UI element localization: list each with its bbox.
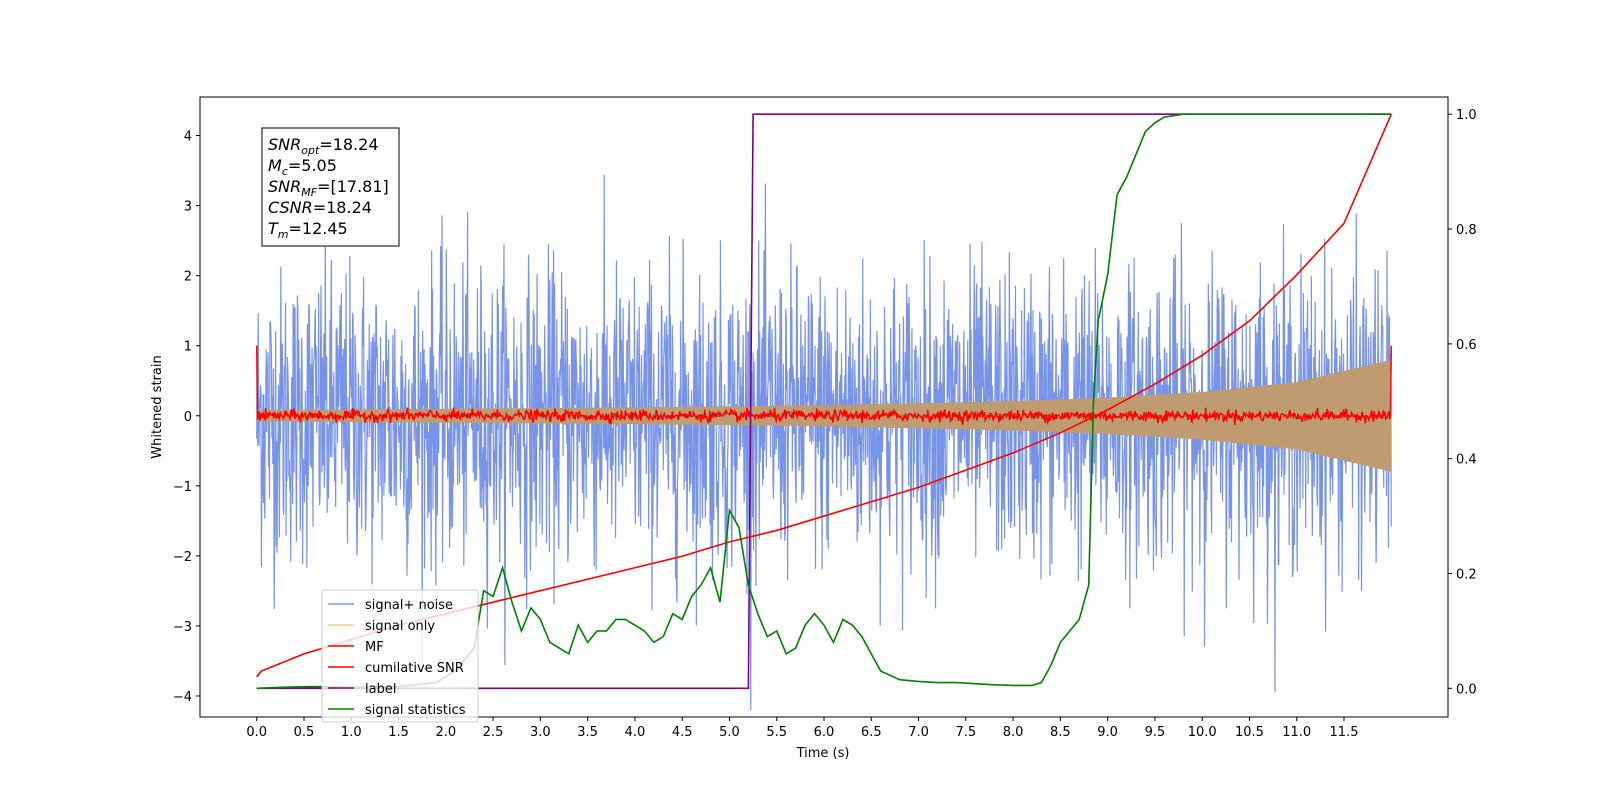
- x-tick-label: 0.5: [294, 725, 315, 740]
- legend-frame: [321, 589, 479, 723]
- info-box: SNRopt=18.24Mc=5.05SNRMF=[17.81]CSNR=18.…: [261, 127, 400, 247]
- x-tick-label: 10.0: [1188, 725, 1217, 740]
- y-axis-right: 0.0 0.2 0.4 0.6 0.8 1.0: [1448, 108, 1477, 697]
- x-tick-label: 5.5: [766, 725, 787, 740]
- x-axis-label: Time (s): [796, 746, 850, 761]
- y-tick-label: 3: [184, 200, 192, 215]
- x-tick-label: 8.0: [1003, 725, 1024, 740]
- y-tick-label: 2: [184, 270, 192, 285]
- x-tick-label: 1.5: [388, 725, 409, 740]
- legend: signal+ noise signal only MF cumilative SNR…: [321, 589, 479, 723]
- legend-label: signal only: [365, 619, 435, 634]
- info-box-line: Mc=5.05: [268, 156, 337, 178]
- y-tick-label: −1: [173, 480, 192, 495]
- info-box-line: Tm=12.45: [268, 219, 348, 241]
- x-tick-label: 4.0: [625, 725, 646, 740]
- series-label-line: [256, 113, 1392, 690]
- x-tick-label: 4.5: [672, 725, 693, 740]
- x-tick-label: 3.0: [530, 725, 551, 740]
- legend-label: label: [365, 682, 396, 697]
- y2-tick-label: 0.2: [1456, 567, 1477, 582]
- y2-tick-label: 0.0: [1456, 682, 1477, 697]
- y-tick-label: 4: [184, 130, 192, 145]
- x-tick-label: 7.5: [955, 725, 976, 740]
- x-tick-label: 1.0: [341, 725, 362, 740]
- y-axis-label: Whitened strain: [150, 355, 165, 458]
- x-tick-label: 2.0: [435, 725, 456, 740]
- info-box-line: SNRMF=[17.81]: [268, 177, 389, 199]
- x-axis: 0.0 0.5 1.0 1.5 2.0 2.5 3.0 3.5 4.0 4.5 5.0 5.5 6.0 6…: [246, 717, 1358, 740]
- y-tick-label: 0: [184, 410, 192, 425]
- y2-tick-label: 0.4: [1456, 453, 1477, 468]
- x-tick-label: 9.0: [1097, 725, 1118, 740]
- x-tick-label: 5.0: [719, 725, 740, 740]
- info-box-line: CSNR=18.24: [268, 198, 372, 217]
- legend-label: MF: [365, 640, 384, 655]
- legend-label: signal statistics: [365, 703, 466, 718]
- x-tick-label: 2.5: [483, 725, 504, 740]
- x-tick-label: 6.0: [814, 725, 835, 740]
- x-tick-label: 3.5: [577, 725, 598, 740]
- x-tick-label: 9.5: [1145, 725, 1166, 740]
- x-tick-label: 10.5: [1235, 725, 1264, 740]
- legend-label: cumilative SNR: [365, 661, 464, 676]
- x-tick-label: 7.0: [908, 725, 929, 740]
- legend-label: signal+ noise: [365, 598, 453, 613]
- x-tick-label: 0.0: [246, 725, 267, 740]
- y-tick-label: −4: [173, 690, 192, 705]
- y2-tick-label: 1.0: [1456, 108, 1477, 123]
- series-mf-line: [255, 345, 1393, 426]
- x-tick-label: 8.5: [1050, 725, 1071, 740]
- y-tick-label: −3: [173, 620, 192, 635]
- y2-tick-label: 0.6: [1456, 338, 1477, 353]
- series-signal-statistics-line: [256, 113, 1392, 690]
- y2-tick-label: 0.8: [1456, 223, 1477, 238]
- info-box-frame: [261, 127, 400, 247]
- info-box-line: SNRopt=18.24: [268, 135, 379, 157]
- x-tick-label: 6.5: [861, 725, 882, 740]
- y-axis-left: −4 −3 −2 −1 0 1 2 3 4: [173, 130, 200, 705]
- x-tick-label: 11.5: [1330, 725, 1359, 740]
- x-tick-label: 11.0: [1282, 725, 1311, 740]
- y-tick-label: −2: [173, 550, 192, 565]
- y-tick-label: 1: [184, 340, 192, 355]
